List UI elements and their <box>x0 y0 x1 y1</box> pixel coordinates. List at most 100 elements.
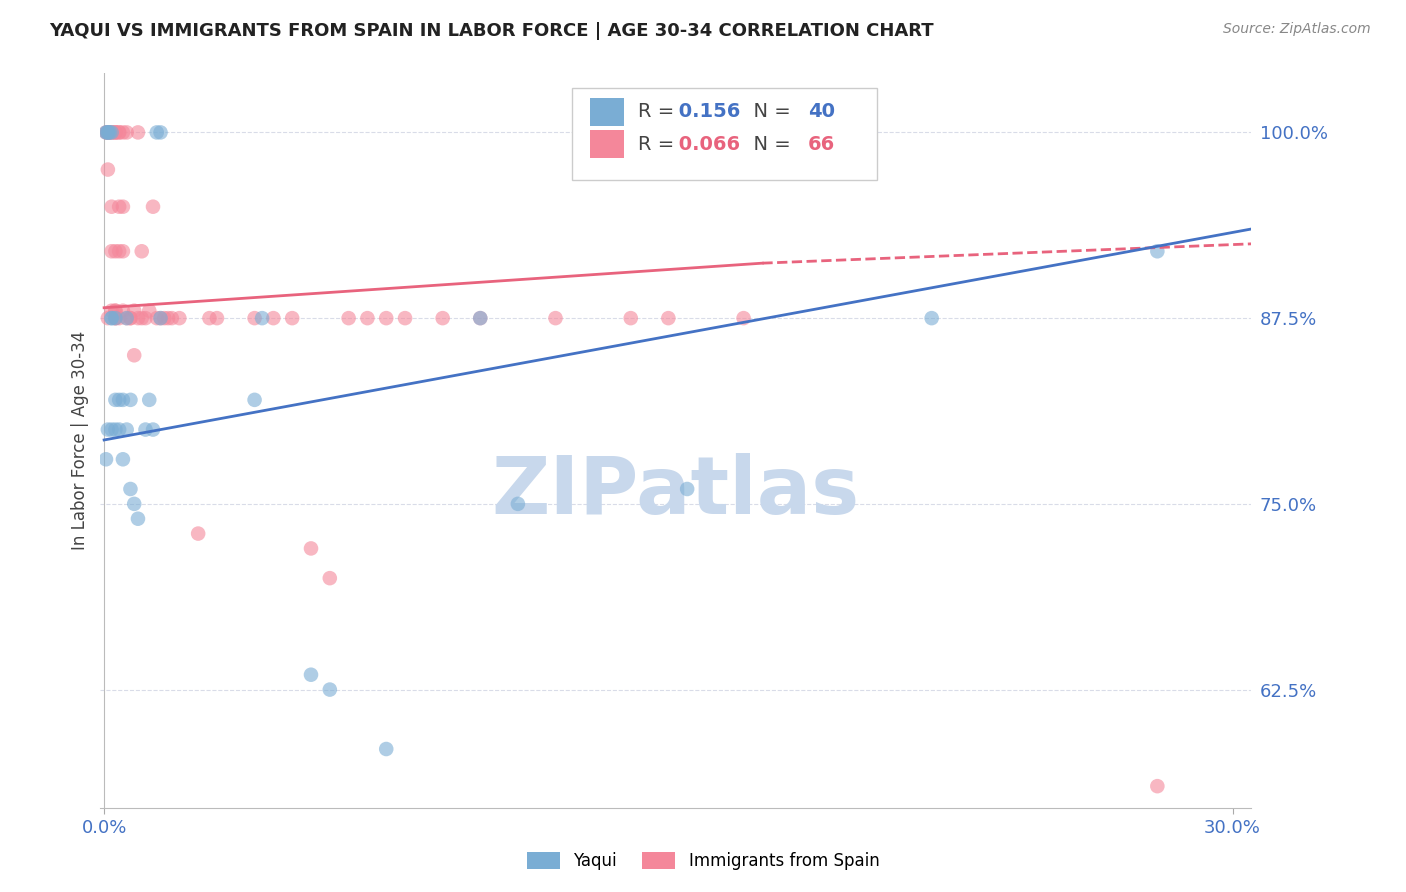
Point <box>470 311 492 326</box>
Point <box>97 125 120 139</box>
Text: 40: 40 <box>808 103 835 121</box>
Point <box>120 392 142 407</box>
Point <box>149 311 172 326</box>
Point <box>104 244 127 259</box>
Point <box>169 311 191 326</box>
Point <box>96 125 118 139</box>
Point <box>115 423 138 437</box>
Point <box>108 311 131 326</box>
Point <box>108 125 131 139</box>
Point <box>160 311 183 326</box>
Point <box>146 125 169 139</box>
Point <box>153 311 176 326</box>
Point <box>250 311 273 326</box>
Point <box>149 311 172 326</box>
Text: N =: N = <box>741 135 797 153</box>
Point <box>104 311 127 326</box>
Point <box>111 244 134 259</box>
Point <box>115 311 138 326</box>
Point <box>620 311 643 326</box>
Point <box>97 311 120 326</box>
Point <box>104 125 127 139</box>
Point <box>111 452 134 467</box>
Point <box>111 200 134 214</box>
Point <box>149 125 172 139</box>
Point <box>127 125 149 139</box>
Point <box>142 200 165 214</box>
Point <box>544 311 567 326</box>
Point <box>205 311 228 326</box>
Text: YAQUI VS IMMIGRANTS FROM SPAIN IN LABOR FORCE | AGE 30-34 CORRELATION CHART: YAQUI VS IMMIGRANTS FROM SPAIN IN LABOR … <box>49 22 934 40</box>
Point <box>470 311 492 326</box>
Point <box>108 200 131 214</box>
Point <box>115 311 138 326</box>
Point <box>104 423 127 437</box>
Text: N =: N = <box>741 103 797 121</box>
Text: 0.066: 0.066 <box>672 135 741 153</box>
Point <box>375 742 398 756</box>
Point <box>131 244 153 259</box>
Point <box>733 311 755 326</box>
Bar <box>589 98 624 126</box>
Point <box>657 311 679 326</box>
Point <box>299 541 322 556</box>
Text: Source: ZipAtlas.com: Source: ZipAtlas.com <box>1223 22 1371 37</box>
Point <box>187 526 209 541</box>
Point <box>104 392 127 407</box>
Point <box>108 423 131 437</box>
Point <box>97 162 120 177</box>
Text: 0.156: 0.156 <box>672 103 741 121</box>
Point <box>104 125 127 139</box>
Point <box>127 311 149 326</box>
Point <box>97 125 120 139</box>
Point <box>506 497 529 511</box>
Point <box>337 311 360 326</box>
Point <box>122 303 145 318</box>
Point <box>100 311 122 326</box>
Bar <box>589 130 624 158</box>
Point <box>100 125 122 139</box>
Point <box>100 244 122 259</box>
Point <box>100 125 122 139</box>
Text: R =: R = <box>638 103 681 121</box>
Point <box>122 348 145 362</box>
Point <box>138 303 160 318</box>
Point <box>104 311 127 326</box>
Point <box>198 311 221 326</box>
Point <box>98 125 121 139</box>
Point <box>108 244 131 259</box>
Point <box>394 311 416 326</box>
Point <box>120 482 142 496</box>
Point <box>97 423 120 437</box>
Point <box>432 311 454 326</box>
Point <box>98 125 121 139</box>
Point <box>127 512 149 526</box>
Point <box>100 125 122 139</box>
Point <box>243 311 266 326</box>
Point <box>1146 779 1168 793</box>
Point <box>319 571 342 585</box>
Point <box>138 392 160 407</box>
Point <box>142 423 165 437</box>
FancyBboxPatch shape <box>572 87 877 179</box>
Point <box>262 311 284 326</box>
Point <box>134 423 156 437</box>
Point <box>111 303 134 318</box>
Point <box>111 392 134 407</box>
Point <box>281 311 304 326</box>
Point <box>319 682 342 697</box>
Y-axis label: In Labor Force | Age 30-34: In Labor Force | Age 30-34 <box>72 331 89 550</box>
Point <box>115 125 138 139</box>
Point <box>134 311 156 326</box>
Point <box>94 452 117 467</box>
Point <box>97 125 120 139</box>
Text: ZIPatlas: ZIPatlas <box>492 453 860 532</box>
Point <box>676 482 699 496</box>
Point <box>375 311 398 326</box>
Point <box>104 303 127 318</box>
Legend: Yaqui, Immigrants from Spain: Yaqui, Immigrants from Spain <box>520 845 886 877</box>
Point <box>100 303 122 318</box>
Point <box>108 392 131 407</box>
Point <box>108 125 131 139</box>
Point <box>122 497 145 511</box>
